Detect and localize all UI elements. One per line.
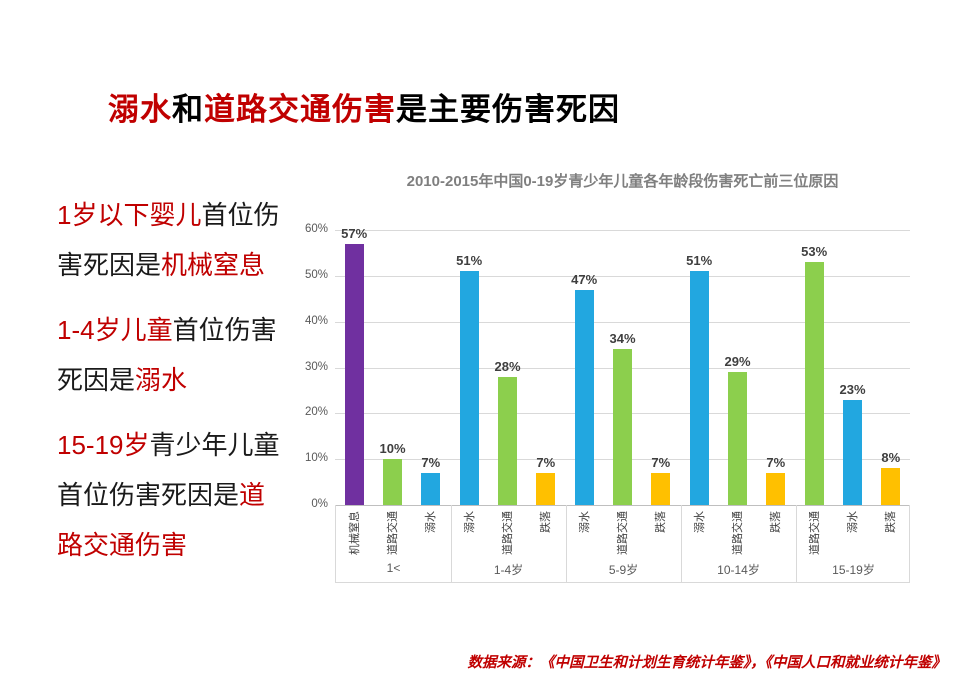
bar-value-label: 51% — [456, 253, 483, 269]
chart-title: 2010-2015年中国0-19岁青少年儿童各年龄段伤害死亡前三位原因 — [406, 173, 839, 190]
bar-10-14岁-道路交通 — [728, 372, 747, 505]
y-axis-tick-label: 50% — [304, 268, 328, 281]
x-axis-category-label-text: 道路交通 — [808, 511, 821, 555]
age-group-label: 1-4岁 — [493, 563, 524, 577]
x-axis-category-label-text: 溺水 — [693, 511, 706, 533]
text-segment: 溺水 — [135, 365, 188, 395]
sidebar-paragraph: 1-4岁儿童首位伤害 死因是溺水 — [57, 305, 327, 405]
text-segment: 首位伤害 — [172, 315, 277, 345]
text-segment: 道路交通伤害 — [204, 92, 396, 127]
text-segment: 青少年儿童 — [149, 430, 280, 460]
bar-value-label: 28% — [494, 358, 521, 374]
data-source-note: 数据来源：《中国卫生和计划生育统计年鉴》，《中国人口和就业统计年鉴》 — [467, 655, 947, 671]
bar-1<-机械窒息 — [344, 243, 364, 505]
sidebar-paragraph: 1岁以下婴儿首位伤 害死因是机械窒息 — [57, 190, 327, 290]
bar-value-label: 57% — [341, 225, 368, 241]
text-segment: 死因是 — [57, 365, 136, 395]
x-axis-category-label-text: 道路交通 — [502, 511, 514, 555]
text-segment: 是主要伤害死因 — [396, 92, 620, 127]
text-segment: 首位伤害死因是 — [57, 480, 240, 510]
group-separator-line — [566, 505, 567, 583]
sidebar-line: 死因是溺水 — [57, 355, 327, 405]
sidebar-notes: 1岁以下婴儿首位伤 害死因是机械窒息 1-4岁儿童首位伤害 死因是溺水 15-19岁青少… — [57, 190, 327, 585]
bar-value-label: 51% — [686, 253, 713, 269]
y-axis-tick-label: 40% — [304, 314, 328, 327]
age-group-label: 1< — [386, 561, 401, 575]
sidebar-line: 路交通伤害 — [57, 520, 327, 570]
sidebar-line: 15-19岁青少年儿童 — [57, 420, 327, 470]
x-axis-category-label-text: 溺水 — [425, 511, 438, 533]
bar-value-label: 7% — [766, 454, 786, 470]
bar-1-4岁-道路交通 — [498, 376, 517, 505]
bar-value-label: 47% — [571, 271, 598, 287]
bar-value-label: 53% — [801, 244, 828, 260]
text-segment: 道 — [239, 480, 266, 510]
y-axis-tick-label: 10% — [304, 452, 328, 465]
x-axis-category-label-text: 跌落 — [770, 511, 783, 533]
bar-value-label: 29% — [724, 354, 751, 370]
y-axis-tick-label: 20% — [304, 406, 328, 419]
text-segment: 1-4岁儿童 — [57, 315, 173, 345]
x-axis-category-label-text: 道路交通 — [387, 511, 399, 555]
bar-1-4岁-溺水 — [459, 271, 479, 505]
group-separator-line — [451, 505, 452, 583]
x-axis-category-label-text: 溺水 — [578, 511, 591, 533]
sidebar-line: 首位伤害死因是道 — [57, 470, 327, 520]
group-separator-line — [681, 505, 682, 583]
sidebar-paragraph: 15-19岁青少年儿童 首位伤害死因是道 路交通伤害 — [57, 420, 327, 570]
age-group-label: 15-19岁 — [832, 563, 875, 577]
bar-value-label: 7% — [536, 454, 556, 470]
bar-15-19岁-道路交通 — [804, 262, 824, 505]
y-axis-tick-label: 30% — [304, 360, 328, 373]
bar-chart-plot-area: 57% 10% 7% 51% 28% 7% 47% 34% 7% 51% 29% 7% 53% 23% 8% — [335, 226, 910, 506]
bar-value-label: 10% — [379, 441, 406, 457]
gridline — [335, 230, 910, 231]
bar-10-14岁-溺水 — [689, 271, 709, 505]
x-axis-category-label-text: 道路交通 — [732, 511, 744, 555]
bar-value-label: 23% — [839, 381, 866, 397]
sidebar-line: 1-4岁儿童首位伤害 — [57, 305, 327, 355]
gridline — [335, 275, 910, 277]
bar-15-19岁-跌落 — [881, 468, 901, 505]
y-axis-tick-label: 60% — [304, 223, 328, 235]
x-axis-category-label-text: 跌落 — [540, 511, 553, 533]
y-axis-tick-label: 0% — [311, 498, 328, 510]
x-axis-category-label-text: 机械窒息 — [348, 511, 361, 555]
group-separator-line — [796, 505, 797, 583]
text-segment: 机械窒息 — [161, 250, 266, 280]
sidebar-line: 害死因是机械窒息 — [57, 240, 327, 290]
bar-15-19岁-溺水 — [843, 399, 862, 505]
bar-10-14岁-跌落 — [766, 472, 786, 505]
bar-5-9岁-跌落 — [651, 472, 671, 505]
bar-1<-溺水 — [421, 472, 441, 505]
gridline — [335, 321, 910, 323]
age-group-label: 10-14岁 — [717, 563, 760, 577]
bar-value-label: 34% — [609, 331, 636, 347]
page-title: 溺水和道路交通伤害是主要伤害死因 — [108, 84, 620, 129]
x-axis-category-label-text: 跌落 — [885, 511, 898, 533]
x-axis-line — [335, 505, 910, 506]
text-segment: 15-19岁 — [57, 430, 150, 460]
bar-value-label: 7% — [651, 454, 671, 470]
text-segment: 路交通伤害 — [57, 530, 188, 560]
x-axis-category-label-text: 跌落 — [655, 511, 668, 533]
x-axis-category-label-text: 溺水 — [463, 511, 476, 533]
bar-value-label: 8% — [881, 450, 901, 466]
text-segment: 首位伤 — [201, 200, 280, 230]
bar-5-9岁-溺水 — [574, 289, 594, 505]
bar-value-label: 7% — [421, 454, 441, 470]
bar-1-4岁-跌落 — [536, 472, 556, 505]
age-group-label: 5-9岁 — [608, 563, 639, 577]
text-segment: 害死因是 — [57, 250, 162, 280]
x-axis-category-label-text: 道路交通 — [617, 511, 629, 555]
bar-1<-道路交通 — [383, 459, 402, 505]
x-axis-label-area: 机械窒息 道路交通 溺水 1< 溺水 道路交通 跌落 1-4岁 溺水 道路交通 跌落 5-9岁 溺水 道路… — [335, 505, 910, 583]
text-segment: 和 — [172, 92, 204, 127]
bar-5-9岁-道路交通 — [613, 349, 632, 505]
text-segment: 溺水 — [108, 92, 172, 127]
x-axis-category-label-text: 溺水 — [847, 511, 859, 533]
sidebar-line: 1岁以下婴儿首位伤 — [57, 190, 327, 240]
text-segment: 1岁以下婴儿 — [57, 200, 202, 230]
